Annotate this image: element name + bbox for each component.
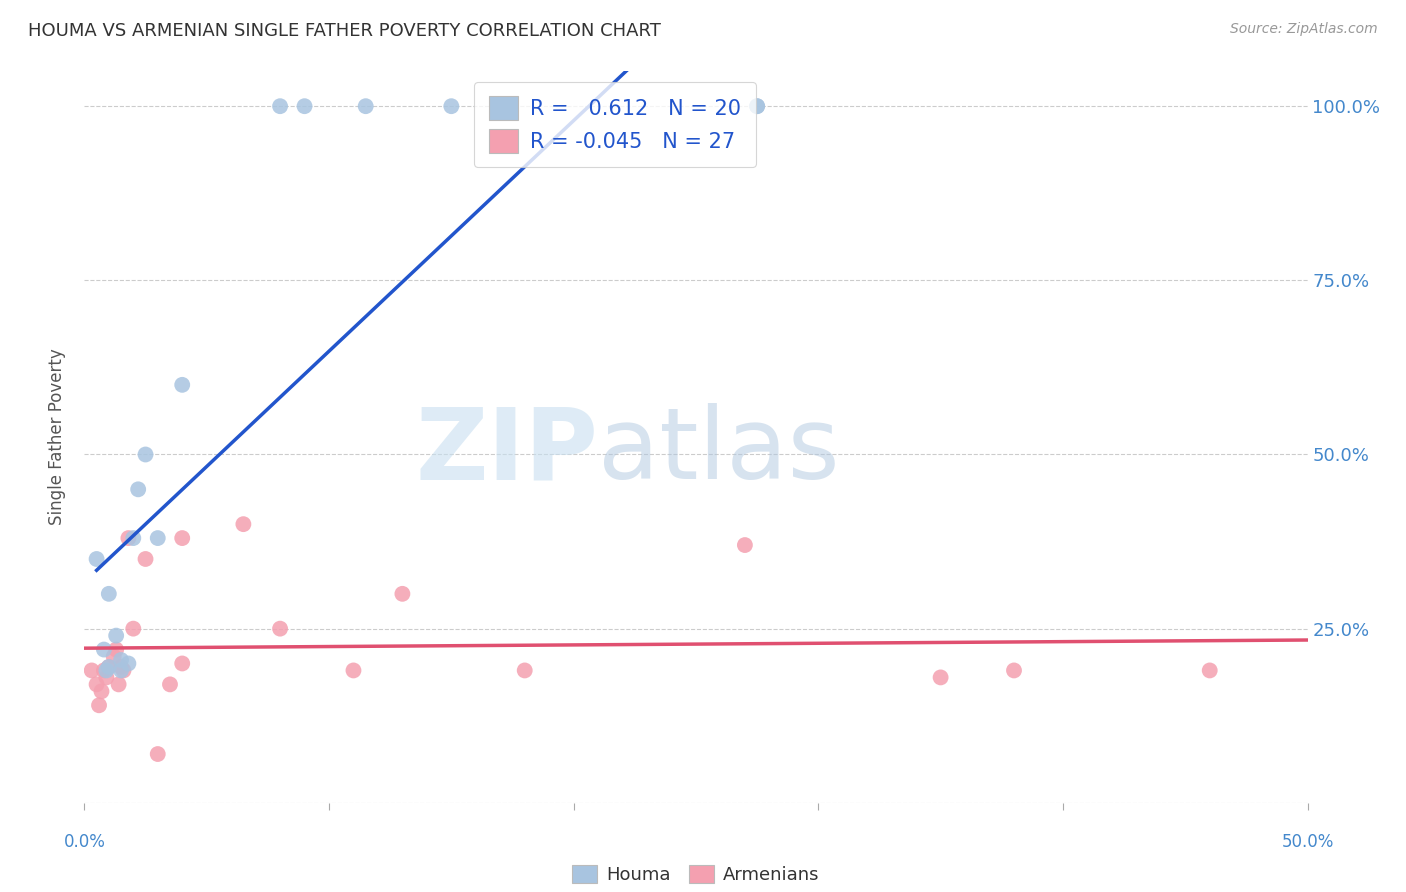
Point — [103, 649, 125, 664]
Point — [110, 653, 132, 667]
Point — [135, 552, 157, 566]
Point — [117, 657, 139, 671]
Point — [747, 99, 769, 113]
Point — [747, 99, 769, 113]
Point — [110, 664, 132, 678]
Point — [112, 664, 135, 678]
Point — [127, 483, 149, 497]
Point — [96, 664, 118, 678]
Point — [172, 657, 194, 671]
Legend: Houma, Armenians: Houma, Armenians — [564, 855, 828, 892]
Point — [97, 660, 120, 674]
Point — [93, 642, 115, 657]
Point — [107, 677, 129, 691]
Text: atlas: atlas — [598, 403, 839, 500]
Point — [440, 99, 463, 113]
Point — [122, 531, 145, 545]
Point — [1198, 664, 1220, 678]
Point — [97, 660, 120, 674]
Y-axis label: Single Father Poverty: Single Father Poverty — [48, 349, 66, 525]
Point — [159, 677, 181, 691]
Point — [117, 531, 139, 545]
Point — [96, 670, 118, 684]
Point — [86, 552, 108, 566]
Point — [97, 587, 120, 601]
Text: 0.0%: 0.0% — [63, 833, 105, 851]
Point — [105, 629, 128, 643]
Point — [86, 677, 108, 691]
Point — [93, 664, 115, 678]
Point — [1002, 664, 1025, 678]
Point — [90, 684, 112, 698]
Point — [734, 538, 756, 552]
Point — [513, 664, 536, 678]
Point — [929, 670, 952, 684]
Text: ZIP: ZIP — [415, 403, 598, 500]
Point — [172, 531, 194, 545]
Point — [146, 531, 169, 545]
Point — [391, 587, 413, 601]
Point — [294, 99, 316, 113]
Point — [269, 99, 291, 113]
Point — [342, 664, 364, 678]
Point — [269, 622, 291, 636]
Point — [110, 660, 132, 674]
Point — [232, 517, 254, 532]
Point — [122, 622, 145, 636]
Text: Source: ZipAtlas.com: Source: ZipAtlas.com — [1230, 22, 1378, 37]
Point — [354, 99, 377, 113]
Point — [172, 377, 194, 392]
Point — [105, 642, 128, 657]
Point — [135, 448, 157, 462]
Point — [80, 664, 103, 678]
Point — [146, 747, 169, 761]
Point — [87, 698, 110, 713]
Text: HOUMA VS ARMENIAN SINGLE FATHER POVERTY CORRELATION CHART: HOUMA VS ARMENIAN SINGLE FATHER POVERTY … — [28, 22, 661, 40]
Text: 50.0%: 50.0% — [1281, 833, 1334, 851]
